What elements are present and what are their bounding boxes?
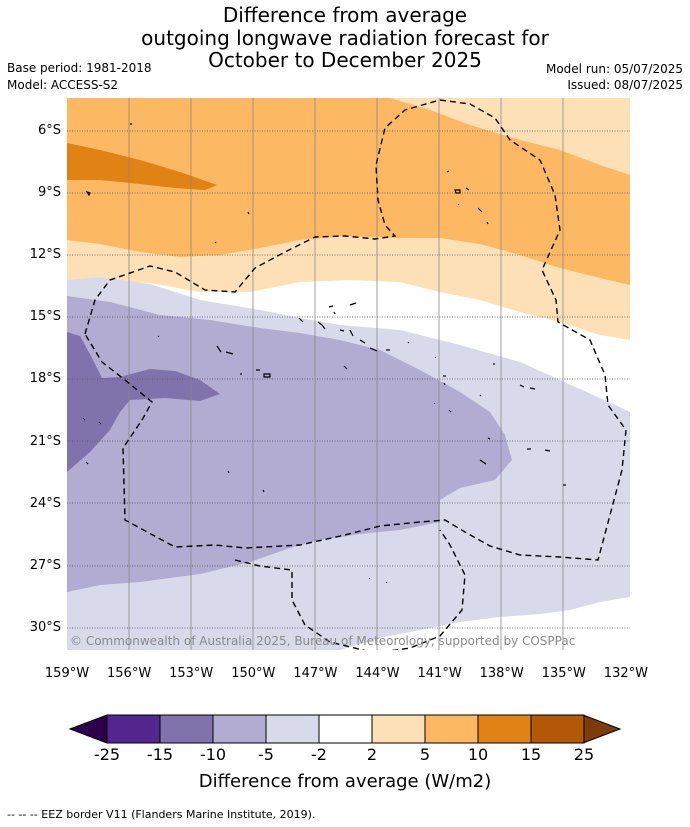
copyright-notice: © Commonwealth of Australia 2025, Bureau… [70, 634, 576, 648]
colorbar-tick-label: 2 [366, 745, 378, 764]
longitude-tick-label: 150°W [231, 666, 276, 681]
longitude-tick-label: 138°W [479, 666, 524, 681]
latitude-tick-label: 6°S [37, 123, 61, 138]
colorbar [68, 714, 622, 744]
colorbar-high-extend [582, 714, 622, 744]
title-line-1: Difference from average [222, 3, 468, 27]
model-run: Model run: 05/07/2025 [545, 62, 683, 76]
colorbar-segment [477, 714, 532, 744]
latitude-tick-label: 30°S [29, 619, 61, 635]
longitude-tick-label: 132°W [603, 666, 648, 681]
longitude-tick-label: 153°W [169, 666, 214, 681]
zone-5-to-10 [67, 98, 630, 285]
colorbar-segment [212, 714, 267, 744]
longitude-tick-label: 135°W [541, 666, 586, 681]
islands [82, 123, 566, 584]
eez-border-french-polynesia [84, 99, 627, 561]
colorbar-tick-label: 10 [467, 745, 489, 764]
latitude-tick-label: 15°S [29, 309, 61, 325]
zone-minus10-to-minus15 [67, 332, 220, 472]
colorbar-tick-label: -5 [258, 745, 274, 764]
colorbar-low-extend [68, 714, 108, 744]
colorbar-segment [318, 714, 373, 744]
longitude-gridlines [128, 98, 564, 650]
model-name: Model: ACCESS-S2 [7, 78, 119, 92]
colorbar-segment [371, 714, 426, 744]
base-period: Base period: 1981-2018 [7, 61, 152, 75]
issued-date: Issued: 08/07/2025 [567, 78, 683, 92]
latitude-tick-label: 21°S [29, 433, 61, 449]
colorbar-tick-label: 15 [520, 745, 542, 764]
colorbar-tick-label: 25 [573, 745, 595, 764]
latitude-tick-label: 9°S [37, 185, 61, 201]
latitude-tick-label: 24°S [29, 495, 61, 511]
latitude-tick-label: 18°S [29, 371, 61, 387]
colorbar-tick-label: -2 [311, 745, 327, 764]
colorbar-segment [159, 714, 214, 744]
colorbar-segment [265, 714, 320, 744]
longitude-tick-label: 144°W [355, 666, 400, 681]
latitude-tick-label: 27°S [29, 557, 61, 573]
title-line-2: outgoing longwave radiation forecast for [141, 26, 549, 50]
colorbar-tick-label: -10 [199, 745, 227, 764]
eez-legend-note: -- -- -- EEZ border V11 (Flanders Marine… [7, 808, 316, 821]
title-line-3: October to December 2025 [208, 48, 482, 72]
zone-minus5-to-minus10 [67, 296, 512, 592]
colorbar-segment [530, 714, 585, 744]
colorbar-tick-label: -15 [146, 745, 174, 764]
colorbar-tick-label: 5 [419, 745, 431, 764]
colorbar-tick-label: -25 [93, 745, 121, 764]
longitude-tick-label: 156°W [107, 666, 152, 681]
longitude-tick-label: 141°W [417, 666, 462, 681]
zone-10-to-15 [67, 143, 217, 190]
longitude-tick-label: 159°W [44, 666, 90, 681]
colorbar-title: Difference from average (W/m2) [198, 771, 492, 792]
colorbar-segment [424, 714, 479, 744]
anomaly-field [67, 98, 630, 650]
colorbar-segment [106, 714, 161, 744]
longitude-tick-label: 147°W [293, 666, 338, 681]
latitude-tick-label: 12°S [29, 247, 61, 263]
